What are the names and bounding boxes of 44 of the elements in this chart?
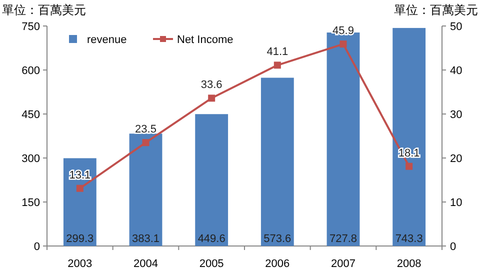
- data-label: 23.5: [135, 124, 156, 136]
- y2-tick-label: 10: [450, 197, 462, 209]
- data-label: 13.1: [69, 169, 91, 182]
- y-tick-label: 750: [22, 21, 40, 33]
- point: [208, 94, 216, 102]
- x-tick-label: 2003: [68, 258, 92, 270]
- x-tick-label: 2007: [331, 258, 356, 270]
- point: [274, 62, 281, 69]
- bar: [392, 28, 426, 246]
- data-label: 727.8: [329, 233, 358, 245]
- data-label: 573.6: [264, 233, 292, 245]
- y2-axis-title: 單位：百萬美元: [394, 3, 478, 17]
- data-label: 383.1: [132, 233, 160, 245]
- legend-label: Net Income: [177, 34, 234, 46]
- y2-tick-label: 50: [450, 21, 462, 33]
- point: [340, 40, 347, 48]
- x-tick-label: 2008: [396, 258, 422, 270]
- y2-tick-label: 40: [450, 65, 462, 77]
- bar: [195, 114, 228, 246]
- point: [76, 184, 84, 192]
- x-tick-label: 2006: [265, 258, 290, 270]
- y-axis-title: 單位：百萬美元: [2, 3, 86, 17]
- y-tick-label: 450: [22, 109, 40, 121]
- data-label: 449.6: [198, 233, 226, 245]
- bar: [326, 32, 360, 246]
- legend-label: revenue: [87, 34, 127, 46]
- data-label: 743.3: [395, 233, 423, 245]
- bar: [63, 158, 96, 246]
- y-tick-label: 300: [22, 153, 40, 165]
- y2-tick-label: 30: [450, 109, 462, 121]
- data-label: 33.6: [200, 79, 222, 92]
- y-tick-label: 600: [22, 65, 40, 77]
- y2-tick-label: 20: [450, 153, 462, 165]
- point: [142, 139, 150, 146]
- y-tick-label: 0: [34, 241, 40, 253]
- y2-tick-label: 0: [450, 241, 456, 253]
- y-tick-label: 150: [22, 197, 40, 209]
- x-tick-label: 2004: [134, 258, 158, 270]
- data-label: 41.1: [266, 46, 288, 58]
- point: [406, 162, 413, 170]
- bar: [260, 78, 294, 246]
- data-label: 299.3: [66, 233, 94, 245]
- x-tick-label: 2005: [199, 258, 224, 270]
- bar: [129, 134, 162, 246]
